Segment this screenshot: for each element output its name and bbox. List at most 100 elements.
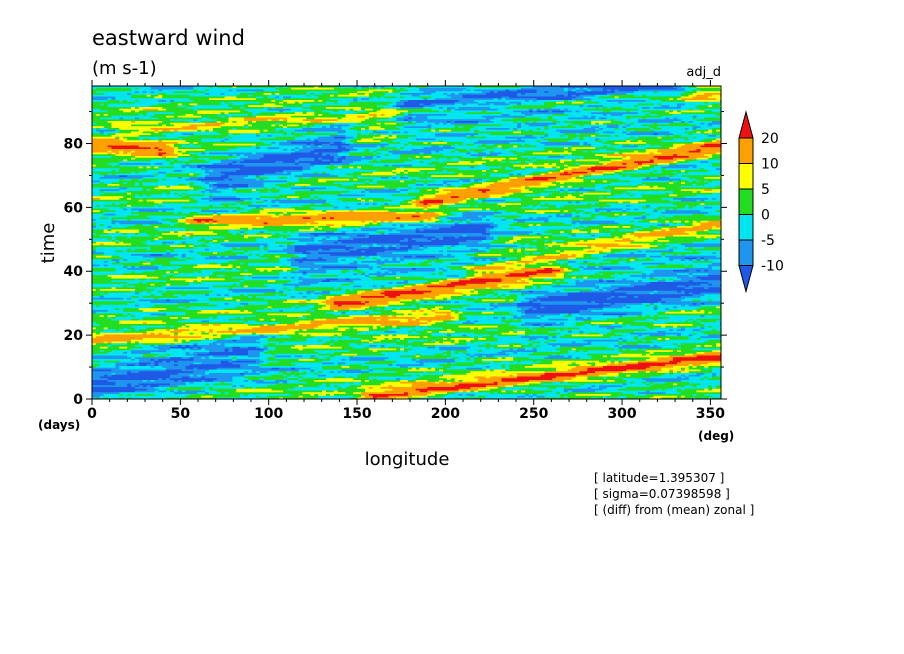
field-cell — [645, 250, 674, 253]
field-cell — [661, 128, 686, 131]
field-cell — [669, 248, 674, 251]
field-cell — [489, 247, 506, 250]
field-cell — [634, 138, 674, 141]
field-cell — [638, 121, 674, 124]
field-cell — [571, 215, 576, 218]
field-cell — [107, 163, 120, 166]
field-cell — [665, 117, 670, 120]
field-cell — [595, 210, 600, 213]
field-cell — [485, 101, 506, 104]
field-cell — [521, 257, 534, 260]
field-cell — [298, 161, 342, 164]
field-cell — [388, 154, 401, 157]
field-cell — [162, 254, 179, 257]
field-cell — [267, 303, 319, 306]
field-cell — [649, 128, 654, 131]
field-cell — [306, 145, 311, 148]
field-cell — [99, 234, 151, 237]
field-cell — [376, 170, 393, 173]
field-cell — [575, 208, 596, 211]
field-cell — [236, 229, 241, 232]
field-cell — [634, 208, 639, 211]
field-cell — [220, 114, 225, 117]
field-cell — [92, 268, 116, 271]
field-cell — [298, 276, 303, 279]
field-cell — [127, 283, 151, 286]
field-cell — [649, 112, 670, 115]
field-cell — [528, 247, 534, 250]
field-cell — [470, 304, 491, 307]
field-cell — [669, 259, 674, 262]
field-cell — [236, 259, 280, 262]
field-cell — [493, 290, 510, 293]
field-cell — [119, 308, 124, 311]
field-cell — [185, 150, 206, 153]
field-cell — [396, 247, 401, 250]
field-cell — [99, 182, 105, 185]
field-cell — [602, 171, 615, 174]
field-cell — [606, 93, 627, 96]
field-cell — [193, 282, 202, 285]
field-cell — [423, 199, 444, 202]
field-cell — [427, 219, 432, 222]
field-cell — [138, 261, 147, 264]
field-cell — [591, 213, 615, 216]
field-cell — [411, 289, 417, 292]
field-cell — [290, 96, 319, 99]
field-cell — [630, 306, 654, 309]
field-cell — [665, 217, 721, 220]
field-cell — [661, 303, 693, 306]
field-cell — [692, 128, 697, 131]
field-cell — [540, 303, 600, 306]
field-cell — [692, 250, 697, 253]
field-cell — [638, 145, 662, 148]
field-cell — [669, 105, 678, 108]
field-cell — [548, 110, 553, 113]
field-cell — [673, 259, 682, 262]
field-cell — [290, 243, 307, 246]
field-cell — [634, 105, 639, 108]
field-cell — [392, 252, 475, 255]
field-cell — [384, 136, 389, 139]
field-cell — [170, 283, 190, 286]
field-cell — [712, 227, 721, 230]
field-cell — [337, 159, 342, 162]
field-cell — [92, 133, 105, 136]
field-cell — [302, 128, 342, 131]
field-cell — [700, 220, 709, 223]
field-cell — [275, 103, 303, 106]
field-cell — [521, 156, 549, 159]
field-cell — [415, 138, 436, 141]
field-cell — [599, 271, 643, 274]
field-cell — [376, 159, 381, 162]
field-cell — [251, 276, 280, 279]
field-cell — [310, 308, 319, 311]
field-cell — [287, 259, 296, 262]
field-cell — [435, 261, 444, 264]
field-cell — [279, 213, 284, 216]
field-cell — [595, 245, 643, 248]
field-cell — [131, 192, 163, 195]
field-cell — [610, 234, 623, 237]
field-cell — [583, 150, 588, 153]
field-cell — [524, 143, 530, 146]
field-cell — [240, 93, 264, 96]
field-cell — [641, 250, 647, 253]
field-cell — [150, 247, 194, 250]
field-cell — [341, 117, 370, 120]
field-cell — [540, 117, 549, 120]
field-cell — [275, 93, 280, 96]
field-cell — [544, 128, 549, 131]
field-cell — [357, 177, 381, 180]
field-cell — [610, 161, 635, 164]
field-cell — [259, 178, 264, 181]
field-cell — [131, 266, 136, 269]
field-cell — [158, 117, 202, 120]
field-cell — [443, 261, 495, 264]
field-cell — [684, 304, 690, 307]
field-cell — [696, 257, 701, 260]
field-cell — [150, 234, 155, 237]
field-cell — [700, 191, 721, 194]
field-cell — [680, 171, 686, 174]
field-cell — [310, 177, 358, 180]
